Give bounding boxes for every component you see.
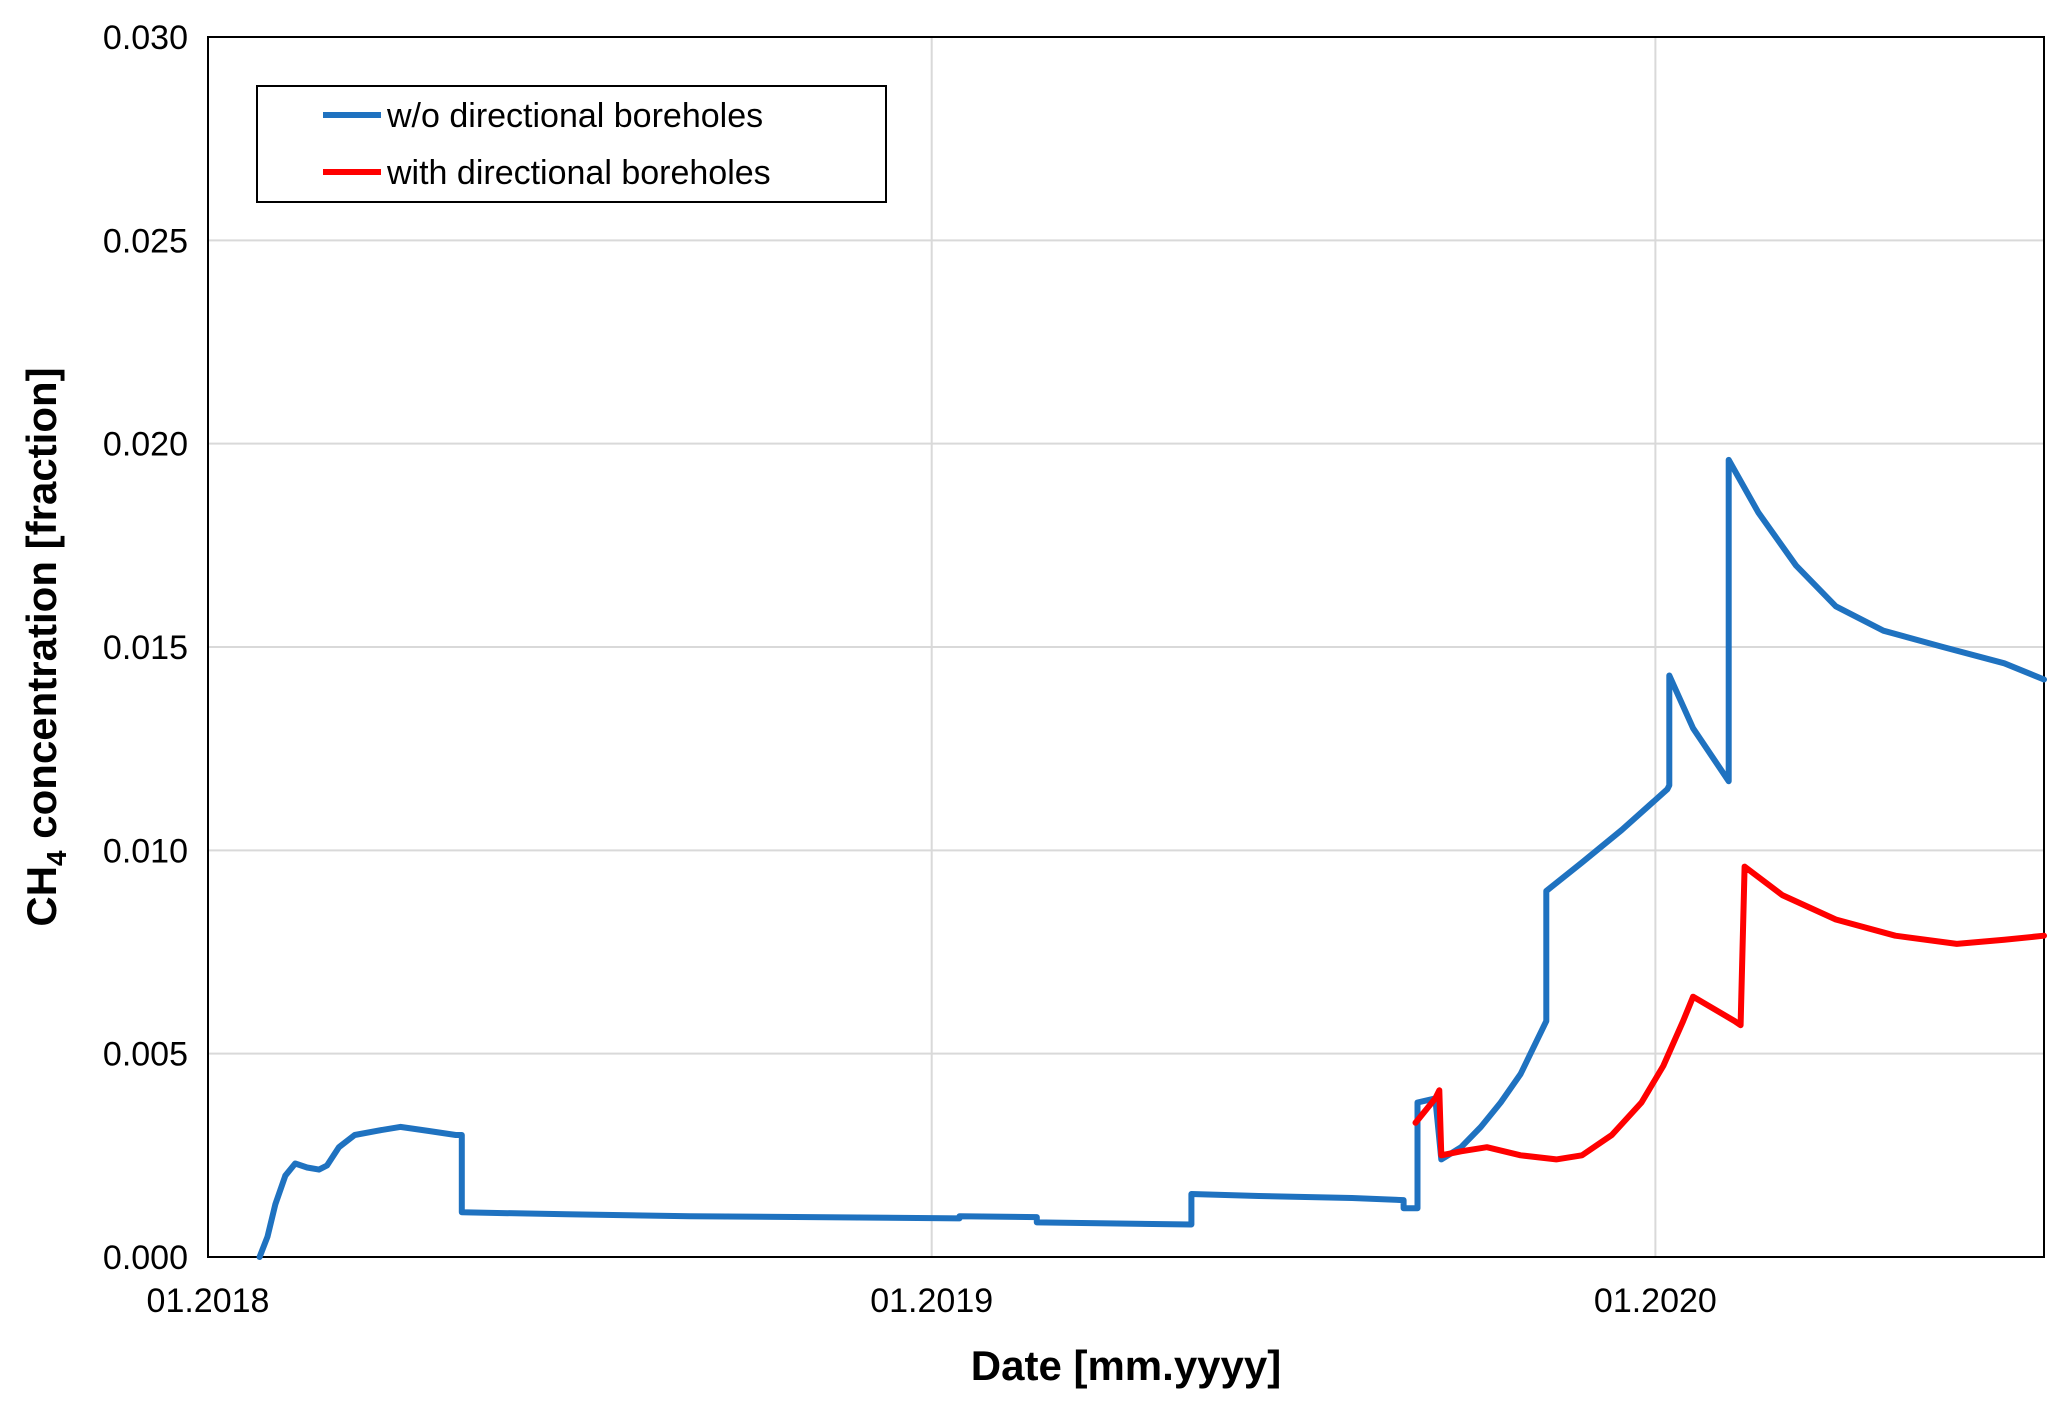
legend: w/o directional boreholes with direction…	[256, 85, 887, 203]
legend-label-blue: w/o directional boreholes	[386, 97, 763, 135]
y-axis-title-main: CH	[18, 866, 65, 927]
y-tick-label: 0.020	[103, 426, 188, 464]
series-layer	[256, 456, 2047, 1260]
y-axis-ticks: 0.000 0.005 0.010 0.015 0.020 0.025 0.030	[103, 19, 188, 1277]
x-tick-label: 01.2020	[1594, 1282, 1717, 1320]
gridlines	[208, 37, 2044, 1257]
y-tick-label: 0.030	[103, 19, 188, 57]
legend-label-red: with directional boreholes	[386, 154, 771, 192]
y-axis-title-rest: concentration [fraction]	[18, 367, 65, 850]
y-axis-title-subscript: 4	[41, 850, 72, 866]
y-tick-label: 0.010	[103, 832, 188, 870]
y-tick-label: 0.005	[103, 1036, 188, 1074]
y-tick-label: 0.025	[103, 222, 188, 260]
x-tick-label: 01.2019	[870, 1282, 993, 1320]
x-tick-label: 01.2018	[147, 1282, 270, 1320]
x-axis-ticks: 01.2018 01.2019 01.2020	[147, 1282, 1717, 1320]
legend-box	[256, 85, 887, 203]
y-tick-label: 0.015	[103, 629, 188, 667]
series-line-with-boreholes	[1412, 863, 2047, 1163]
plot-frame	[207, 36, 2045, 1258]
y-tick-label: 0.000	[103, 1239, 188, 1277]
series-line-without-boreholes	[256, 456, 2047, 1260]
x-axis-title: Date [mm.yyyy]	[971, 1342, 1281, 1389]
y-axis-title: CH4 concentration [fraction]	[18, 367, 72, 926]
